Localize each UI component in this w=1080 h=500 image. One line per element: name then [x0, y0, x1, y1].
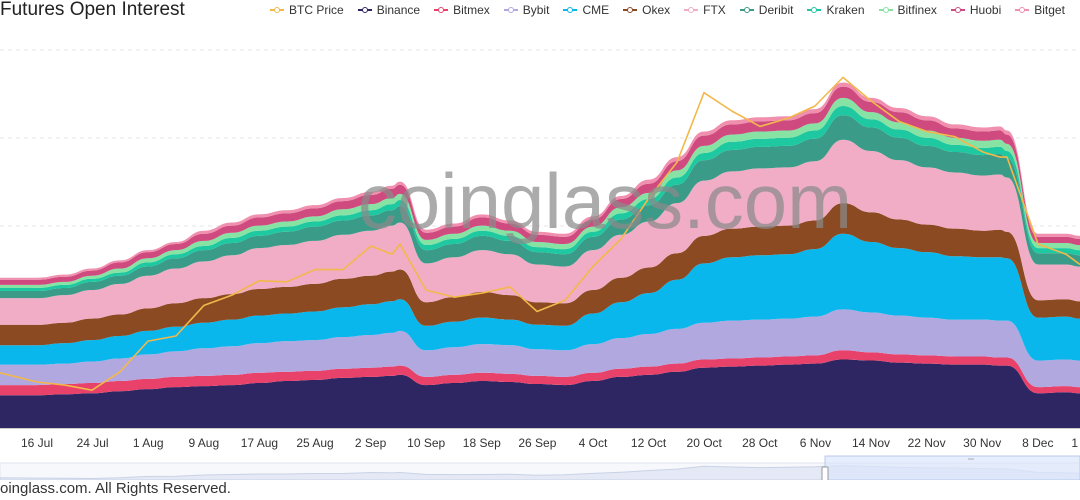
x-tick-label: 6 Nov: [800, 436, 831, 450]
x-tick-label: 8 Dec: [1022, 436, 1053, 450]
legend-item-deribit[interactable]: Deribit: [739, 3, 794, 17]
open-interest-chart: coinglass.com 16 Jul 24 Jul 1 Aug 9 Aug 17 Au…: [0, 49, 1080, 480]
legend-item-bitfinex[interactable]: Bitfinex: [878, 3, 937, 17]
legend-label: Bitget: [1034, 3, 1065, 17]
x-tick-label: 18 Sep: [463, 436, 501, 450]
x-tick-label: 1: [1071, 436, 1078, 450]
legend-label: Bybit: [522, 3, 550, 17]
legend-swatch: [434, 5, 449, 15]
legend-label: CME: [582, 3, 610, 17]
legend-label: Binance: [376, 3, 421, 17]
chart-title: Futures Open Interest: [0, 0, 185, 20]
legend-label: BTC Price: [289, 3, 344, 17]
legend-item-binance[interactable]: Binance: [357, 3, 421, 17]
x-tick-label: 1 Aug: [133, 436, 164, 450]
legend-swatch: [684, 5, 699, 15]
area-series-bitmex: [0, 350, 1080, 396]
legend-item-okex[interactable]: Okex: [623, 3, 670, 17]
x-tick-label: 12 Oct: [631, 436, 667, 450]
btc-price-line: [0, 76, 1080, 391]
legend-swatch: [878, 5, 893, 15]
legend-item-bitget[interactable]: Bitget: [1015, 3, 1065, 17]
x-tick-label: 26 Sep: [518, 436, 556, 450]
legend-label: Bitfinex: [897, 3, 937, 17]
legend-swatch: [739, 5, 754, 15]
legend-label: Bitmex: [453, 3, 490, 17]
x-tick-label: 28 Oct: [742, 436, 778, 450]
area-series-binance: [0, 359, 1080, 428]
area-series-okex: [0, 203, 1080, 346]
x-tick-label: 10 Sep: [407, 436, 445, 450]
x-tick-label: 2 Sep: [355, 436, 387, 450]
x-tick-label: 9 Aug: [188, 436, 219, 450]
legend-swatch: [623, 5, 638, 15]
navigator-handle-left: [821, 466, 829, 480]
x-tick-label: 4 Oct: [579, 436, 608, 450]
legend-item-bitmex[interactable]: Bitmex: [434, 3, 490, 17]
legend-item-cme[interactable]: CME: [563, 3, 609, 17]
chart-legend: BTC Price Binance Bitmex Bybit CME Okex FTX Der…: [270, 3, 1065, 17]
legend-label: Okex: [642, 3, 671, 17]
x-tick-label: 22 Nov: [908, 436, 946, 450]
watermark: coinglass.com: [358, 157, 852, 245]
x-tick-label: 14 Nov: [852, 436, 890, 450]
x-tick-label: 17 Aug: [241, 436, 278, 450]
area-series-ftx: [0, 139, 1080, 325]
legend-swatch: [270, 5, 284, 15]
legend-swatch: [950, 5, 965, 15]
legend-label: FTX: [703, 3, 726, 17]
navigator-selection: [824, 455, 1080, 480]
legend-item-ftx[interactable]: FTX: [684, 3, 726, 17]
x-tick-label: 16 Jul: [21, 436, 53, 450]
x-tick-label: 30 Nov: [963, 436, 1001, 450]
x-tick-label: 20 Oct: [687, 436, 723, 450]
x-tick-label: 25 Aug: [296, 436, 333, 450]
legend-swatch: [807, 5, 822, 15]
legend-swatch: [563, 5, 578, 15]
area-series-deribit: [0, 115, 1080, 299]
x-tick-label: 24 Jul: [77, 436, 109, 450]
legend-label: Deribit: [758, 3, 794, 17]
area-series-bybit: [0, 309, 1080, 388]
legend-label: Kraken: [826, 3, 865, 17]
area-series-cme: [0, 233, 1080, 365]
legend-item-btc-price[interactable]: BTC Price: [270, 3, 344, 17]
legend-swatch: [357, 5, 372, 15]
legend-item-bybit[interactable]: Bybit: [503, 3, 550, 17]
legend-item-huobi[interactable]: Huobi: [950, 3, 1002, 17]
legend-swatch: [1015, 5, 1030, 15]
legend-label: Huobi: [969, 3, 1002, 17]
copyright-footer: oinglass.com. All Rights Reserved.: [0, 480, 231, 497]
legend-item-kraken[interactable]: Kraken: [807, 3, 865, 17]
legend-swatch: [503, 5, 518, 15]
